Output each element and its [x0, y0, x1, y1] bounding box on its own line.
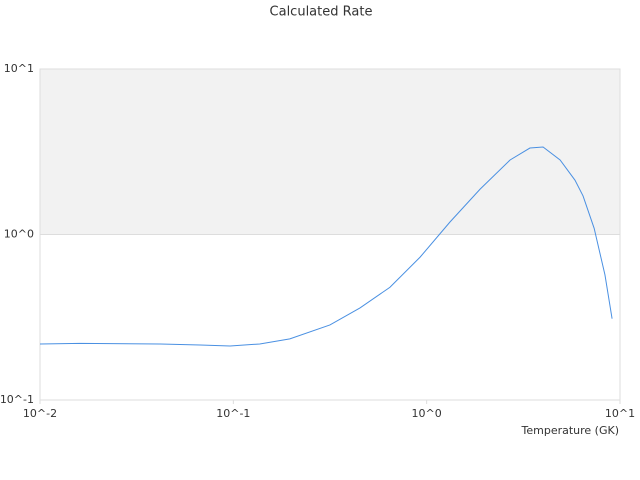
x-tick-label: 10^-1 — [216, 407, 250, 420]
y-tick-label: 10^-1 — [0, 393, 34, 406]
line — [39, 146, 613, 347]
y-tick-label: 10^0 — [4, 228, 34, 241]
band — [40, 69, 620, 235]
x-tick-label: 10^1 — [605, 407, 635, 420]
y-tick-label: 10^1 — [4, 62, 34, 75]
x-tick-label: 10^-2 — [23, 407, 57, 420]
bands — [40, 69, 620, 235]
chart-title: Calculated Rate — [270, 5, 373, 20]
x-tick-label: 10^0 — [412, 407, 442, 420]
x-axis-label: Temperature (GK) — [521, 424, 620, 437]
